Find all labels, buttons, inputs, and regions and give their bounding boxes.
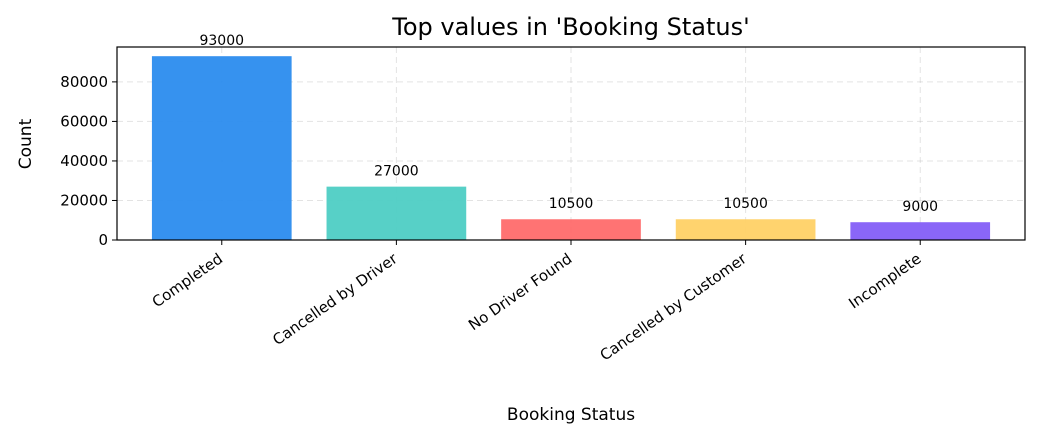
y-axis-label: Count bbox=[16, 118, 36, 169]
bars bbox=[151, 56, 991, 240]
x-tick-label: Completed bbox=[149, 250, 226, 312]
y-axis-ticks: 0 20000 40000 60000 80000 bbox=[60, 73, 117, 249]
bar-value-label: 10500 bbox=[549, 196, 594, 212]
bar-value-label: 9000 bbox=[902, 199, 938, 215]
y-tick-label: 40000 bbox=[60, 152, 108, 170]
bar-value-labels: 93000 27000 10500 10500 9000 bbox=[199, 33, 938, 215]
y-tick-label: 80000 bbox=[60, 73, 108, 91]
bar-value-label: 27000 bbox=[374, 164, 419, 180]
bar bbox=[151, 56, 292, 240]
y-tick-label: 60000 bbox=[60, 112, 108, 130]
bar-value-label: 10500 bbox=[723, 196, 768, 212]
x-tick-label: Incomplete bbox=[845, 250, 924, 313]
bar-value-label: 93000 bbox=[199, 33, 244, 49]
bar bbox=[675, 219, 816, 240]
x-tick-label: Cancelled by Customer bbox=[597, 249, 751, 364]
y-tick-label: 0 bbox=[98, 231, 108, 249]
chart-title: Top values in 'Booking Status' bbox=[391, 13, 749, 41]
x-tick-label: Cancelled by Driver bbox=[269, 249, 401, 349]
bar bbox=[501, 219, 641, 240]
bar bbox=[850, 222, 991, 240]
x-axis-ticks: Completed Cancelled by Driver No Driver Fo… bbox=[149, 240, 925, 364]
x-axis-label: Booking Status bbox=[507, 405, 635, 425]
y-tick-label: 20000 bbox=[60, 191, 108, 209]
x-tick-label: No Driver Found bbox=[465, 250, 575, 335]
bar bbox=[326, 186, 467, 240]
